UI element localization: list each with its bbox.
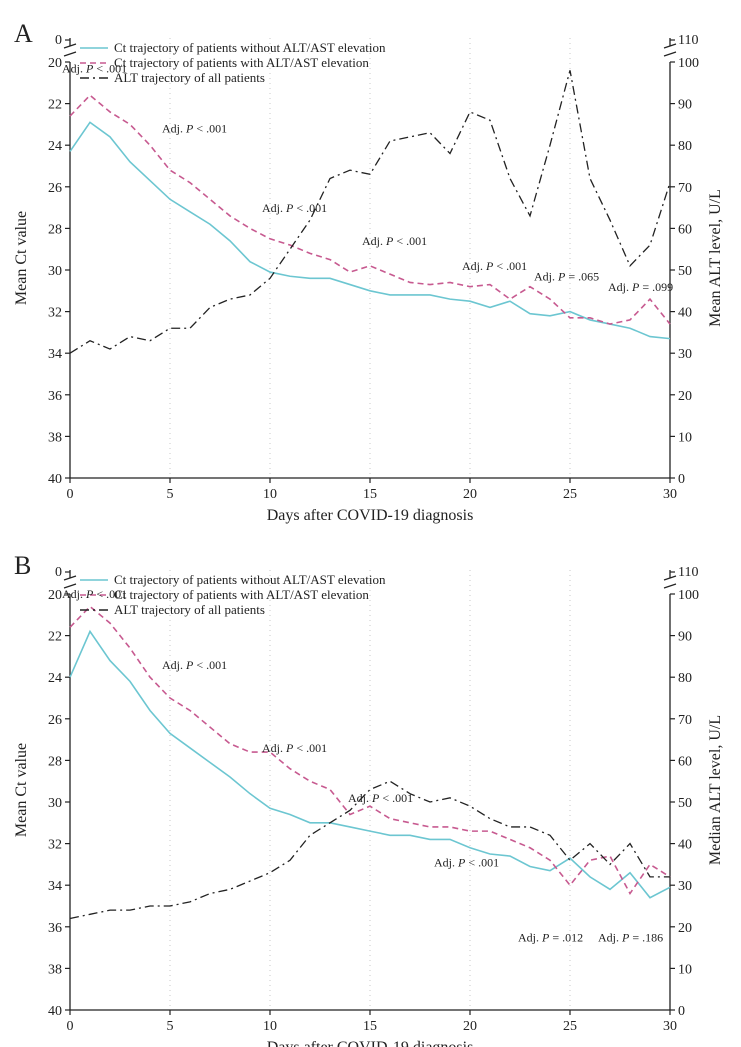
svg-text:Adj. P = .065: Adj. P = .065: [534, 269, 599, 283]
tick-right: 100: [678, 588, 699, 603]
tick-left: 32: [48, 838, 62, 853]
tick-right: 80: [678, 671, 692, 686]
y-left-label: Mean Ct value: [13, 743, 30, 837]
legend-label: ALT trajectory of all patients: [114, 70, 265, 85]
tick-x: 30: [663, 487, 677, 502]
svg-text:Adj. P = .099: Adj. P = .099: [608, 280, 673, 294]
tick-right: 90: [678, 630, 692, 645]
svg-text:0: 0: [55, 33, 62, 48]
tick-left: 40: [48, 472, 62, 487]
tick-left: 26: [48, 181, 62, 196]
svg-text:Adj. P < .001: Adj. P < .001: [162, 658, 227, 672]
svg-text:Adj. P < .001: Adj. P < .001: [262, 741, 327, 755]
panel-A: A202224262830323436384000102030405060708…: [13, 19, 724, 524]
tick-x: 30: [663, 1019, 677, 1034]
legend-label: Ct trajectory of patients with ALT/AST e…: [114, 587, 369, 602]
tick-x: 5: [167, 487, 174, 502]
tick-left: 36: [48, 921, 62, 936]
tick-x: 15: [363, 487, 377, 502]
y-right-label: Median ALT level, U/L: [707, 715, 724, 865]
tick-x: 0: [67, 1019, 74, 1034]
tick-left: 36: [48, 389, 62, 404]
tick-right: 10: [678, 430, 692, 445]
svg-text:0: 0: [55, 565, 62, 580]
tick-left: 30: [48, 264, 62, 279]
y-right-label: Mean ALT level, U/L: [707, 189, 724, 327]
legend-label: Ct trajectory of patients without ALT/AS…: [114, 572, 386, 587]
tick-left: 28: [48, 754, 62, 769]
svg-text:Adj. P = .186: Adj. P = .186: [598, 930, 663, 944]
tick-right: 70: [678, 713, 692, 728]
tick-left: 38: [48, 962, 62, 977]
svg-text:Adj. P < .001: Adj. P < .001: [434, 855, 499, 869]
svg-text:Adj. P = .012: Adj. P = .012: [518, 930, 583, 944]
tick-left: 24: [48, 139, 62, 154]
tick-right: 30: [678, 879, 692, 894]
x-axis-label: Days after COVID-19 diagnosis: [267, 1039, 474, 1047]
series-ct_no_elev: [70, 122, 670, 338]
tick-right: 0: [678, 1004, 685, 1019]
tick-left: 20: [48, 56, 62, 71]
panel-letter: A: [14, 19, 33, 48]
tick-x: 10: [263, 487, 277, 502]
tick-right: 40: [678, 838, 692, 853]
tick-right: 60: [678, 754, 692, 769]
tick-right: 10: [678, 962, 692, 977]
legend-label: ALT trajectory of all patients: [114, 602, 265, 617]
dual-panel-chart: A202224262830323436384000102030405060708…: [0, 0, 741, 1047]
series-alt: [70, 70, 670, 353]
tick-x: 25: [563, 1019, 577, 1034]
svg-text:Adj. P < .001: Adj. P < .001: [162, 122, 227, 136]
svg-text:110: 110: [678, 33, 698, 48]
tick-right: 70: [678, 181, 692, 196]
tick-right: 50: [678, 264, 692, 279]
tick-x: 20: [463, 487, 477, 502]
legend-label: Ct trajectory of patients without ALT/AS…: [114, 40, 386, 55]
tick-right: 40: [678, 306, 692, 321]
tick-left: 20: [48, 588, 62, 603]
tick-left: 28: [48, 222, 62, 237]
tick-left: 38: [48, 430, 62, 445]
tick-x: 15: [363, 1019, 377, 1034]
svg-text:Adj. P < .001: Adj. P < .001: [462, 259, 527, 273]
legend-label: Ct trajectory of patients with ALT/AST e…: [114, 55, 369, 70]
svg-text:110: 110: [678, 565, 698, 580]
tick-right: 0: [678, 472, 685, 487]
svg-text:Adj. P < .001: Adj. P < .001: [348, 791, 413, 805]
svg-text:Adj. P < .001: Adj. P < .001: [62, 61, 127, 75]
tick-right: 50: [678, 796, 692, 811]
y-left-label: Mean Ct value: [13, 211, 30, 305]
tick-right: 80: [678, 139, 692, 154]
series-ct_no_elev: [70, 631, 670, 897]
series-ct_elev: [70, 95, 670, 324]
tick-left: 22: [48, 630, 62, 645]
tick-left: 34: [48, 347, 62, 362]
tick-right: 30: [678, 347, 692, 362]
tick-right: 20: [678, 921, 692, 936]
panel-letter: B: [14, 551, 31, 580]
tick-x: 20: [463, 1019, 477, 1034]
x-axis-label: Days after COVID-19 diagnosis: [267, 507, 474, 524]
tick-right: 100: [678, 56, 699, 71]
tick-left: 24: [48, 671, 62, 686]
tick-left: 22: [48, 98, 62, 113]
tick-right: 60: [678, 222, 692, 237]
tick-x: 10: [263, 1019, 277, 1034]
tick-left: 34: [48, 879, 62, 894]
svg-text:Adj. P < .001: Adj. P < .001: [362, 234, 427, 248]
tick-right: 90: [678, 98, 692, 113]
tick-right: 20: [678, 389, 692, 404]
tick-x: 0: [67, 487, 74, 502]
panel-B: B202224262830323436384000102030405060708…: [13, 551, 724, 1047]
tick-left: 30: [48, 796, 62, 811]
svg-text:Adj. P < .001: Adj. P < .001: [262, 201, 327, 215]
tick-left: 32: [48, 306, 62, 321]
tick-left: 26: [48, 713, 62, 728]
tick-left: 40: [48, 1004, 62, 1019]
tick-x: 25: [563, 487, 577, 502]
tick-x: 5: [167, 1019, 174, 1034]
svg-text:Adj. P < .001: Adj. P < .001: [62, 587, 127, 601]
